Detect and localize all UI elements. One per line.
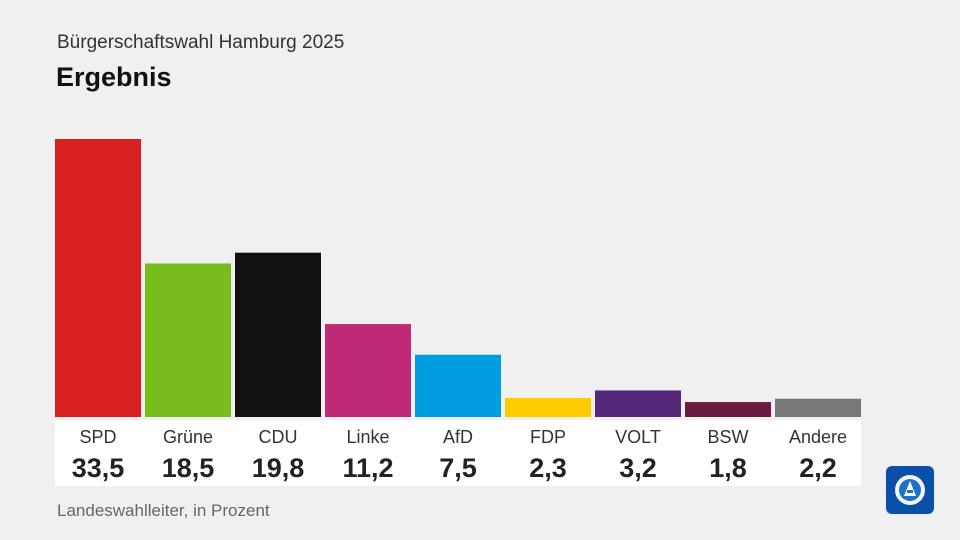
bar-spd <box>55 139 141 417</box>
value-label-linke: 11,2 <box>342 453 393 483</box>
source-note: Landeswahlleiter, in Prozent <box>57 501 270 520</box>
labels-panel <box>55 420 861 486</box>
value-label-fdp: 2,3 <box>529 453 567 483</box>
category-label-gr-ne: Grüne <box>163 427 213 447</box>
category-label-bsw: BSW <box>707 427 748 447</box>
bar-afd <box>415 354 501 417</box>
category-label-andere: Andere <box>789 427 847 447</box>
value-label-afd: 7,5 <box>439 453 477 483</box>
value-label-spd: 33,5 <box>72 453 125 483</box>
bar-fdp <box>505 397 591 417</box>
bar-linke <box>325 324 411 417</box>
bar-bsw <box>685 402 771 417</box>
chart-subtitle: Bürgerschaftswahl Hamburg 2025 <box>57 32 345 53</box>
bar-gr-ne <box>145 263 231 417</box>
bar-cdu <box>235 252 321 417</box>
category-label-volt: VOLT <box>615 427 661 447</box>
value-label-bsw: 1,8 <box>709 453 747 483</box>
bar-andere <box>775 398 861 417</box>
category-label-linke: Linke <box>346 427 389 447</box>
value-label-cdu: 19,8 <box>252 453 305 483</box>
value-label-gr-ne: 18,5 <box>162 453 215 483</box>
chart-title: Ergebnis <box>56 62 172 92</box>
value-label-andere: 2,2 <box>799 453 837 483</box>
category-label-cdu: CDU <box>259 427 298 447</box>
value-label-volt: 3,2 <box>619 453 657 483</box>
ard-logo-icon <box>886 466 934 514</box>
category-label-fdp: FDP <box>530 427 566 447</box>
bar-volt <box>595 390 681 417</box>
category-label-spd: SPD <box>79 427 116 447</box>
category-label-afd: AfD <box>443 427 473 447</box>
